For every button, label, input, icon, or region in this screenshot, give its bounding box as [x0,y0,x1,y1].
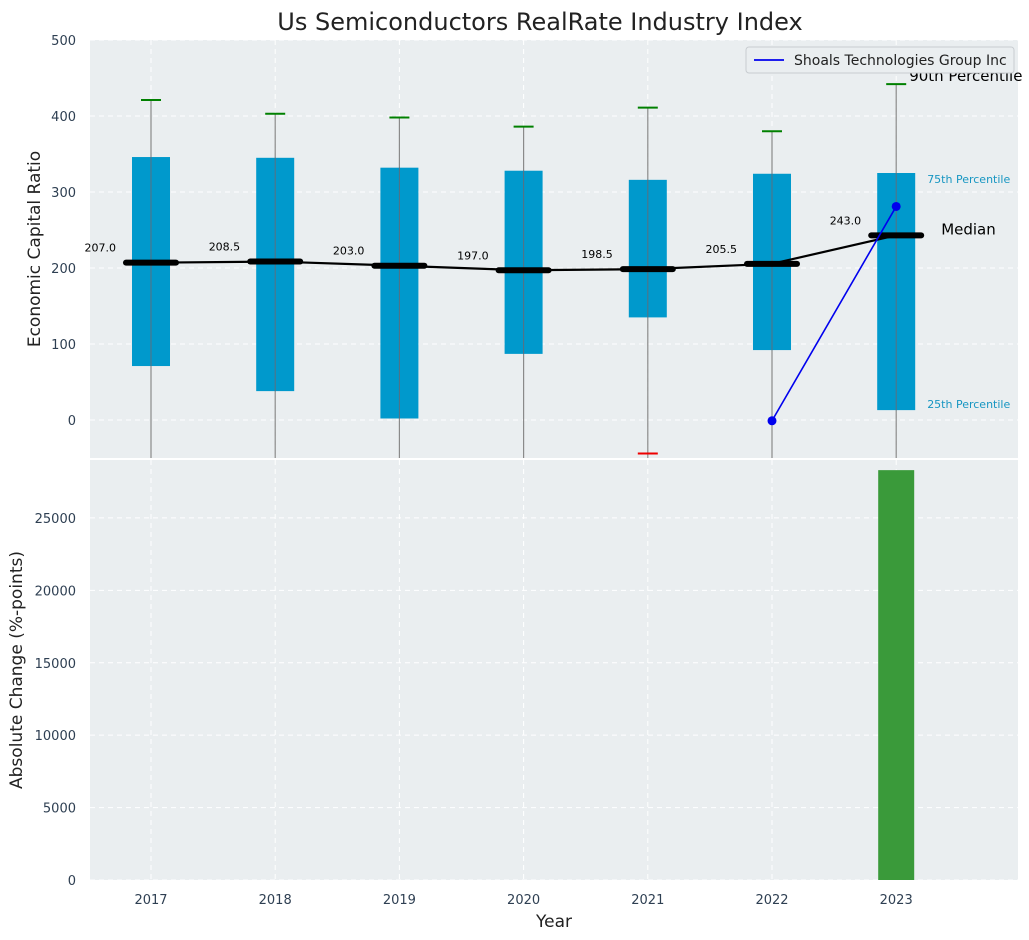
bottom-y-tick-label: 5000 [43,802,76,817]
top-y-tick-label: 500 [51,34,76,49]
x-tick-label: 2022 [755,893,788,908]
top-y-tick-label: 400 [51,110,76,125]
top-y-axis-label: Economic Capital Ratio [25,151,45,347]
x-tick-label: 2020 [507,893,540,908]
top-y-tick-label: 200 [51,262,76,277]
top-y-tick-label: 100 [51,338,76,353]
median-value-label: 208.5 [209,241,241,254]
top-plot-area [90,40,1018,458]
median-value-label: 205.5 [706,243,738,256]
company-point [891,201,901,211]
chart-title: Us Semiconductors RealRate Industry Inde… [277,8,802,36]
median-value-label: 197.0 [457,249,489,262]
company-point [767,416,777,426]
annotation-p25: 25th Percentile [927,398,1010,411]
x-tick-label: 2018 [259,893,292,908]
top-y-tick-label: 0 [68,414,76,429]
bottom-y-tick-label: 15000 [35,657,76,672]
top-y-tick-label: 300 [51,186,76,201]
x-axis-label: Year [535,912,572,932]
company-line [771,206,897,422]
legend-entry: Shoals Technologies Group Inc [794,53,1007,69]
bottom-y-tick-label: 20000 [35,584,76,599]
x-tick-label: 2019 [383,893,416,908]
x-tick-label: 2017 [134,893,167,908]
bottom-y-tick-label: 0 [68,874,76,889]
bottom-plot-area [90,460,1018,880]
annotation-p75: 75th Percentile [927,173,1010,186]
median-value-label: 243.0 [830,214,862,227]
bottom-y-tick-label: 25000 [35,512,76,527]
legend-box [745,46,1015,74]
annotation-median: Median [941,220,996,238]
median-value-label: 207.0 [85,242,117,255]
median-value-label: 203.0 [333,245,365,258]
bottom-y-axis-label: Absolute Change (%-points) [7,551,27,789]
median-value-label: 198.5 [581,248,613,261]
x-tick-label: 2023 [880,893,913,908]
x-tick-label: 2021 [631,893,664,908]
bar-2023 [878,470,915,880]
bottom-y-tick-label: 10000 [35,729,76,744]
